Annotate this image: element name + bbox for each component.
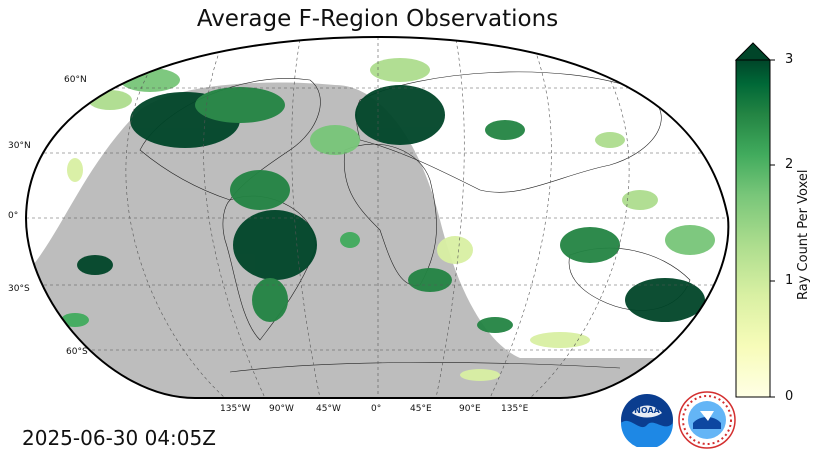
night-shading	[26, 82, 720, 398]
colorbar-tick-label: 0	[785, 389, 794, 404]
lon-label: 45°E	[410, 404, 432, 414]
colorbar-tick-label: 3	[785, 52, 794, 67]
coastlines	[139, 71, 691, 373]
lat-label: 60°N	[64, 75, 87, 85]
colorbar-title: Ray Count Per Voxel	[796, 169, 811, 300]
lon-label: 90°E	[459, 404, 481, 414]
colorbar-tick-label: 1	[785, 273, 794, 288]
colorbar	[734, 42, 775, 398]
lon-label: 135°E	[501, 404, 529, 414]
lat-label: 0°	[8, 211, 19, 221]
colorbar-tick-label: 2	[785, 157, 794, 172]
noaa-logo: NOAA	[621, 394, 673, 447]
lat-label: 30°S	[8, 284, 30, 294]
lon-label: 135°W	[220, 404, 251, 414]
lon-label: 45°W	[316, 404, 341, 414]
svg-text:NOAA: NOAA	[634, 406, 660, 415]
graticule	[26, 37, 729, 398]
lon-label: 0°	[371, 404, 382, 414]
observation-density	[61, 58, 715, 381]
map-title: Average F-Region Observations	[196, 6, 559, 32]
colorbar-extend-arrow	[734, 42, 772, 61]
lon-label: 90°W	[269, 404, 294, 414]
lat-label: 60°S	[66, 347, 88, 357]
timestamp: 2025-06-30 04:05Z	[22, 426, 216, 450]
globe-outline	[24, 35, 730, 399]
lat-label: 30°N	[8, 141, 31, 151]
nws-logo	[678, 391, 736, 449]
